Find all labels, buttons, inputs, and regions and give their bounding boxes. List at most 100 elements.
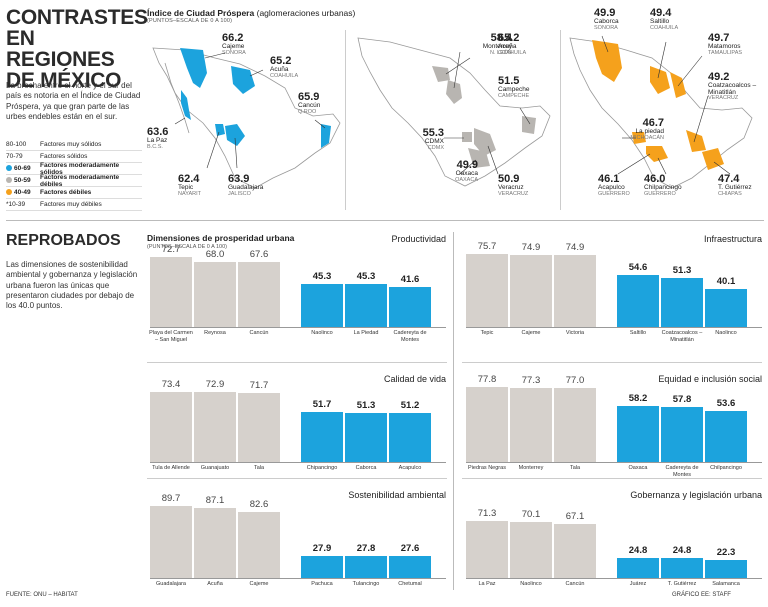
bar-value-label: 74.9 [521,242,541,254]
legend-row: 40-49 Factores débiles [6,187,142,199]
map-city-label: 49.7 Matamoros TAMAULIPAS [708,33,742,56]
chart-baseline [150,578,446,579]
bar-value-label: 24.8 [628,545,648,557]
bar-category-label: La Paz [478,581,496,587]
section-intro: Las dimensiones de sostenibilidad ambien… [6,260,138,311]
chart-bar [194,392,236,462]
bar-value-label: 51.3 [356,399,376,411]
map-city-label: 62.4 Tepic NAYARIT [178,174,201,197]
leader-line [204,52,226,59]
region-sonora [592,40,622,82]
city-score: 65.9 [298,91,320,103]
legend-range: *10-39 [6,201,26,208]
city-score: 46.0 [644,173,666,185]
region-tamaulipas [670,72,686,98]
city-state: N. LEÓN [489,49,512,56]
chart-bar [554,524,596,578]
map-city-label: 63.6 La Paz B.C.S. [147,127,168,150]
bar-category-label: Tula de Allende [152,465,190,471]
legend-range: 80-100 [6,141,27,148]
row-divider [147,478,447,479]
chart-baseline [150,327,446,328]
legend-range: 50-59 [14,177,31,184]
bar-value-label: 45.3 [312,270,332,282]
bar-value-label: 77.0 [565,375,585,387]
city-state: SONORA [222,49,246,56]
map-header: Índice de Ciudad Próspera (aglomeracione… [147,8,355,24]
bar-category-label: Monterrey [518,465,544,471]
legend-row: 80-100 Factores muy sólidos [6,139,142,151]
bar-value-label: 27.6 [400,542,420,554]
chart-bar [238,262,280,327]
city-score: 65.2 [270,55,292,67]
bar-value-label: 41.6 [400,274,420,286]
chart-bar [194,508,236,578]
chart-bar [617,558,659,578]
bar-value-label: 72.9 [205,379,225,391]
city-score: 47.4 [718,173,740,185]
leader-line [657,41,667,79]
leader-line [713,161,731,175]
bar-category-label: Cajeme [521,330,541,336]
bar-value-label: 67.1 [565,511,585,523]
chart-bar [389,555,431,578]
map-city-label: 55.3 CDMX CDMX [423,128,444,151]
bar-category-label: Caborca [355,465,377,471]
map-title: Índice de Ciudad Próspera [147,8,255,18]
city-state: COAHUILA [650,24,679,31]
leader-line [487,145,499,175]
legend-row: *10-39 Factores muy débiles [6,199,142,211]
bar-category-label: Cajeme [249,581,269,587]
leader-line [601,35,609,53]
city-score: 49.9 [456,159,478,171]
bar-value-label: 45.3 [356,270,376,282]
city-score: 49.2 [708,71,730,83]
map-city-label: 49.4 Saltillo COAHUILA [650,8,678,31]
map-city-label: 46.7 La piedad MICHOACÁN [630,118,664,141]
bar-value-label: 51.3 [672,264,692,276]
city-score: 62.4 [178,173,200,185]
bar-value-label: 57.8 [672,393,692,405]
map-subtitle: (PUNTOS–ESCALA DE 0 A 100) [147,18,233,24]
mexico-outline [152,47,341,189]
bar-category-label: Acapulco [398,465,422,471]
chart-bar [466,387,508,462]
region-michoacan [632,132,646,144]
chart-bar [345,283,387,327]
bar-value-label: 77.8 [477,374,497,386]
city-name: Chilpancingo [644,184,682,191]
chart-bar [617,274,659,327]
city-state: COAHUILA [498,49,527,56]
city-state: GUERRERO [598,190,630,197]
region-coahuila [231,66,255,94]
chart-title: Calidad de vida [383,374,446,384]
bar-category-label: Acuña [207,581,223,587]
map-city-label: 65.2 Acuña COAHUILA [498,33,526,56]
city-state: VERACRUZ [498,190,529,197]
bar-value-label: 71.7 [249,380,269,392]
dimensions-subtitle: (PUNTOS–ESCALA DE 0 A 100) [147,244,227,250]
bar-value-label: 72.7 [161,244,181,256]
baja-outline [164,62,190,134]
chart-bar [301,555,343,578]
bar-category-label: Cadereyta de Montes [393,330,427,343]
chart-bar [705,560,747,578]
city-name: Cancún [298,102,321,109]
city-score: 66.2 [222,32,244,44]
chart-bar [345,555,387,578]
bar-value-label: 40.1 [716,275,736,287]
city-name: Cajeme [222,43,245,50]
chart-bar [466,520,508,578]
bar-value-label: 74.9 [565,242,585,254]
region-coahuila [650,66,670,94]
map-city-label: 46.1 Acapulco GUERRERO [598,174,630,197]
bar-category-label: Tala [253,465,265,471]
column-divider [453,232,454,590]
bar-category-label: Reynosa [204,330,226,336]
region-cdmx [462,132,472,142]
map-city-label: 51.5 Campeche CAMPECHE [498,76,529,99]
chart-title: Infraestructura [703,234,762,244]
bar-value-label: 58.2 [628,393,648,405]
region-nleon [446,80,462,104]
map-city-label: 58.4 Monterrey N. LEÓN [483,33,512,56]
